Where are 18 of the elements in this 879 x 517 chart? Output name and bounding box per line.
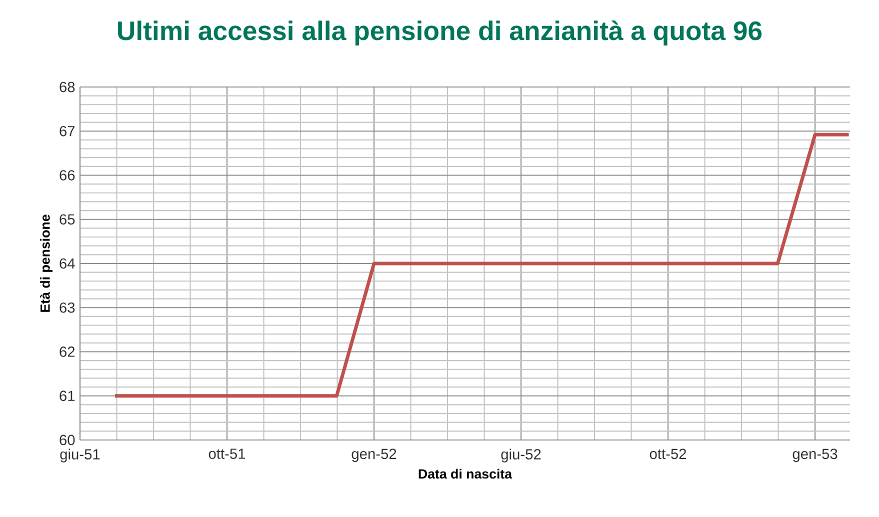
x-tick-label: gen-52	[352, 448, 396, 462]
y-axis-title: Età di pensione	[40, 214, 52, 312]
y-tick-label: 65	[60, 214, 75, 225]
x-axis-title: Data di nascita	[418, 468, 512, 479]
y-tick-label: 62	[60, 346, 75, 357]
x-tick-label: gen-53	[792, 448, 838, 462]
y-tick-label: 63	[60, 302, 75, 313]
y-tick-label: 67	[60, 126, 75, 136]
y-tick-label: 68	[60, 82, 75, 92]
y-tick-label: 60	[60, 434, 75, 446]
x-tick-label: ott-52	[650, 448, 686, 460]
y-tick-label: 61	[60, 390, 75, 402]
x-tick-label: giu-52	[501, 448, 541, 462]
x-tick-label: ott-51	[208, 448, 246, 459]
chart-title: Ultimi accessi alla pensione di anzianità a quota 96	[118, 20, 762, 46]
y-tick-label: 66	[60, 170, 75, 180]
x-tick-label: giu-51	[60, 448, 100, 462]
y-tick-label: 64	[60, 258, 75, 269]
